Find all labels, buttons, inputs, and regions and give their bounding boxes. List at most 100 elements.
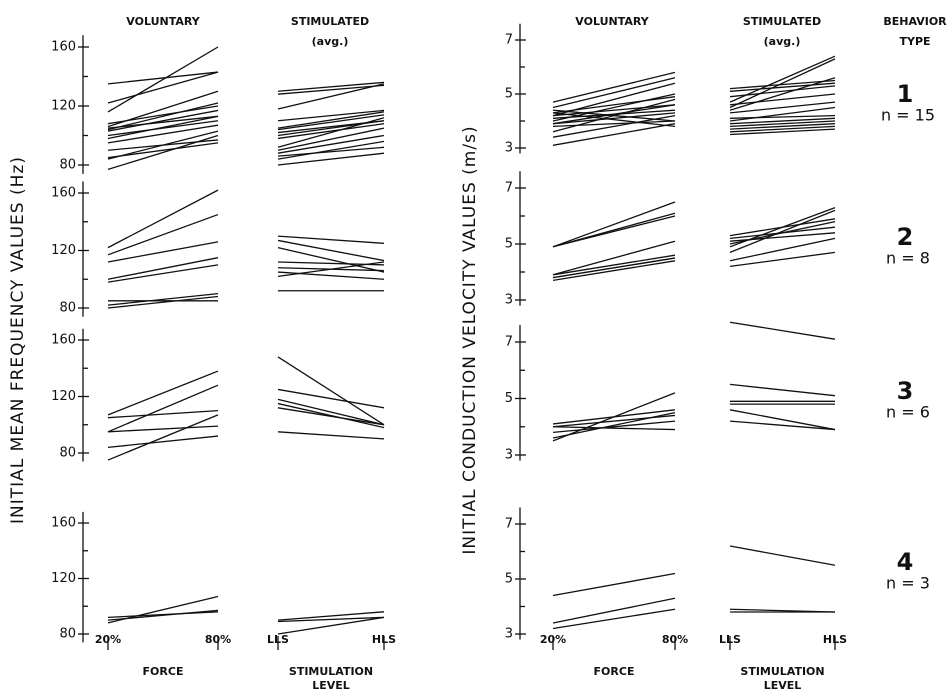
behavior-count: n = 8: [886, 249, 930, 268]
x-tick-label: 80%: [205, 633, 231, 646]
subject-line: [552, 93, 676, 122]
subject-line: [277, 402, 385, 429]
subject-line: [729, 120, 836, 128]
subject-line: [107, 124, 219, 144]
subject-line: [277, 146, 385, 157]
subject-line: [277, 83, 385, 110]
subject-line: [107, 115, 219, 129]
subject-line: [277, 140, 385, 160]
subject-line: [552, 215, 676, 248]
subject-line: [729, 117, 836, 125]
subject-line: [277, 127, 385, 151]
subject-line: [729, 114, 836, 119]
subject-line: [729, 209, 836, 254]
y-tick-label: 3: [505, 141, 513, 156]
subject-line: [277, 271, 385, 280]
behavior-header: TYPE: [899, 35, 930, 48]
x-axis-label: LEVEL: [312, 679, 350, 692]
x-axis-label: STIMULATION: [740, 665, 824, 678]
y-tick-label: 5: [505, 391, 513, 406]
subject-line: [729, 383, 836, 397]
subject-line: [552, 240, 676, 276]
y-tick-label: 80: [59, 301, 76, 316]
subject-line: [277, 152, 385, 166]
subject-line: [552, 608, 676, 630]
subject-line: [107, 71, 219, 104]
y-tick-label: 80: [59, 158, 76, 173]
x-tick-label: HLS: [372, 633, 396, 646]
subject-line: [107, 425, 219, 433]
subject-line: [552, 109, 676, 122]
x-tick-label: HLS: [823, 633, 847, 646]
behavior-count: n = 6: [886, 403, 930, 422]
y-axis-label: INITIAL CONDUCTION VELOCITY VALUES (m/s): [460, 125, 480, 554]
subject-line: [729, 128, 836, 136]
subject-line: [552, 71, 676, 103]
column-header: VOLUNTARY: [126, 15, 200, 28]
subject-line: [729, 545, 836, 566]
y-tick-label: 80: [59, 627, 76, 642]
column-header: (avg.): [764, 35, 801, 48]
subject-line: [107, 435, 219, 448]
subject-line: [277, 431, 385, 440]
subject-line: [277, 114, 385, 131]
x-tick-label: LLS: [267, 633, 289, 646]
subject-line: [552, 77, 676, 109]
subject-line: [107, 595, 219, 624]
y-tick-label: 5: [505, 237, 513, 252]
subject-line: [729, 77, 836, 111]
y-tick-label: 120: [51, 99, 76, 114]
subject-line: [107, 295, 219, 309]
subject-line: [729, 82, 836, 92]
subject-line: [729, 85, 836, 98]
y-tick-label: 80: [59, 446, 76, 461]
behavior-header: BEHAVIOR: [883, 15, 947, 28]
x-tick-label: 20%: [540, 633, 566, 646]
behavior-type: 1: [897, 80, 914, 108]
subject-line: [277, 123, 385, 140]
subject-line: [107, 102, 219, 131]
x-axis-label: FORCE: [594, 665, 635, 678]
y-tick-label: 7: [505, 33, 513, 48]
subject-line: [277, 616, 385, 635]
subject-line: [107, 109, 219, 132]
subject-line: [107, 120, 219, 137]
subject-line: [277, 356, 385, 426]
subject-line: [107, 409, 219, 419]
subject-line: [552, 112, 676, 125]
subject-line: [277, 134, 385, 154]
subject-line: [552, 120, 676, 128]
y-tick-label: 5: [505, 572, 513, 587]
subject-line: [552, 104, 676, 117]
subject-line: [107, 134, 219, 171]
subject-line: [552, 411, 676, 439]
behavior-count: n = 15: [881, 106, 935, 125]
subject-line: [277, 398, 385, 426]
subject-line: [552, 112, 676, 128]
subject-line: [552, 260, 676, 282]
subject-line: [277, 261, 385, 278]
subject-line: [552, 392, 676, 442]
subject-line: [729, 409, 836, 431]
subject-line: [552, 201, 676, 248]
x-tick-label: LLS: [719, 633, 741, 646]
subject-line: [277, 388, 385, 409]
subject-line: [729, 321, 836, 340]
subject-line: [107, 71, 219, 85]
y-tick-label: 3: [505, 293, 513, 308]
subject-line: [107, 414, 219, 461]
column-header: VOLUNTARY: [575, 15, 649, 28]
subject-line: [277, 111, 385, 129]
subject-line: [107, 241, 219, 263]
subject-line: [277, 81, 385, 92]
y-tick-label: 160: [51, 186, 76, 201]
y-tick-label: 120: [51, 389, 76, 404]
subject-line: [277, 235, 385, 244]
y-tick-label: 3: [505, 448, 513, 463]
y-tick-label: 160: [51, 516, 76, 531]
y-axis-label: INITIAL MEAN FREQUENCY VALUES (Hz): [8, 156, 28, 524]
subject-line: [107, 105, 219, 125]
x-tick-label: 80%: [662, 633, 688, 646]
subject-line: [277, 84, 385, 95]
